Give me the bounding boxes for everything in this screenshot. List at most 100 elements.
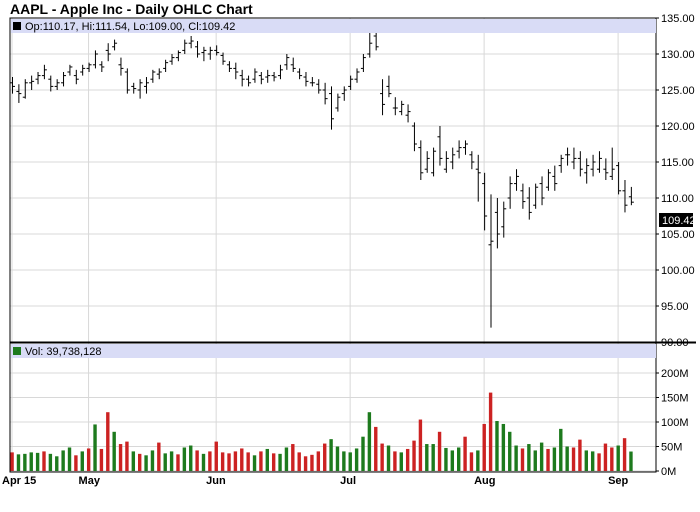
volume-bar <box>335 446 340 471</box>
volume-bar <box>629 451 633 471</box>
volume-bar <box>527 444 531 471</box>
volume-legend: Vol: 39,738,128 <box>11 344 656 358</box>
volume-bar <box>361 436 365 471</box>
volume-bar <box>514 445 518 471</box>
ohlc-bar <box>431 147 437 177</box>
ohlc-bar <box>265 69 271 83</box>
volume-bar <box>93 424 97 471</box>
volume-bars <box>10 392 633 471</box>
ohlc-bar <box>54 79 60 90</box>
ohlc-bar <box>195 41 201 58</box>
ohlc-bar <box>507 176 513 209</box>
ohlc-bar <box>539 176 545 206</box>
volume-bar <box>118 444 123 471</box>
ohlc-bar <box>520 183 526 209</box>
ohlc-bar <box>443 151 449 173</box>
last-price-box <box>659 213 693 227</box>
ohlc-bar <box>207 46 213 60</box>
ohlc-bar <box>418 140 424 180</box>
volume-bar <box>412 440 416 471</box>
ohlc-bar <box>226 61 232 72</box>
ohlc-bar <box>105 43 111 62</box>
volume-bar <box>539 442 544 471</box>
ohlc-bar <box>61 72 67 87</box>
volume-tick-label: 100M <box>661 417 689 429</box>
volume-tick-label: 200M <box>661 368 689 380</box>
ohlc-bar <box>609 147 615 180</box>
volume-legend-background <box>11 344 656 358</box>
ohlc-bar <box>348 75 354 90</box>
ohlc-bar <box>354 68 360 83</box>
volume-bar <box>463 436 467 471</box>
price-tick-label: 90.00 <box>661 337 689 349</box>
volume-bar <box>584 450 588 471</box>
volume-bar <box>259 451 263 471</box>
ohlc-bar <box>163 59 169 72</box>
volume-bar <box>125 441 129 471</box>
volume-bar <box>303 456 308 471</box>
volume-bar <box>495 421 499 471</box>
last-price-marker: 109.42 <box>659 213 696 227</box>
price-legend-text: Op:110.17, Hi:111.54, Lo:109.00, Cl:109.… <box>25 21 235 33</box>
price-tick-label: 130.00 <box>661 49 695 61</box>
volume-bar <box>23 453 27 471</box>
ohlc-bar <box>252 68 258 83</box>
chart-frame <box>9 17 696 473</box>
volume-bar <box>616 445 620 471</box>
volume-bar <box>246 452 250 471</box>
price-legend-swatch <box>13 22 21 30</box>
ohlc-bar <box>335 93 341 112</box>
volume-bar <box>520 448 525 471</box>
volume-bar <box>291 444 295 471</box>
date-tick-label: Apr 15 <box>2 475 36 487</box>
ohlc-bar <box>571 147 577 170</box>
price-tick-label: 135.00 <box>661 13 695 25</box>
ohlc-bar <box>526 187 532 220</box>
ohlc-bar <box>92 50 98 69</box>
volume-bar <box>559 428 563 471</box>
ohlc-bar <box>16 84 22 103</box>
ohlc-bar <box>156 68 162 80</box>
ohlc-bar <box>475 154 481 202</box>
volume-bar <box>80 451 84 471</box>
ohlc-bar <box>469 151 475 170</box>
volume-bar <box>323 443 327 471</box>
volume-bar <box>195 450 199 471</box>
price-axis: 135.00 130.00 125.00 120.00 115.00 110.00 105.… <box>656 13 695 349</box>
ohlc-bar <box>380 79 386 116</box>
ohlc-bar <box>271 72 277 82</box>
ohlc-bar <box>48 75 54 92</box>
volume-bar <box>176 454 180 471</box>
ohlc-bar <box>494 198 500 249</box>
ohlc-bar <box>309 77 315 87</box>
volume-bar <box>444 447 448 471</box>
ohlc-bar <box>360 54 366 72</box>
ohlc-bar <box>188 36 194 49</box>
ohlc-bar <box>150 69 156 83</box>
volume-bar <box>99 448 104 471</box>
volume-bar <box>590 451 595 471</box>
ohlc-bar <box>450 147 456 170</box>
volume-bar <box>610 447 614 471</box>
ohlc-bar <box>86 62 92 72</box>
ohlc-bar <box>214 45 220 56</box>
volume-bar <box>227 453 231 471</box>
ohlc-bar <box>239 69 245 87</box>
volume-tick-label: 150M <box>661 393 689 405</box>
volume-tick-label: 0M <box>661 466 676 478</box>
date-tick-label: Jun <box>206 475 226 487</box>
volume-bar <box>29 452 33 471</box>
price-tick-label: 100.00 <box>661 265 695 277</box>
ohlc-bar <box>80 64 86 76</box>
volume-bar <box>55 456 59 471</box>
ohlc-bar <box>482 172 488 231</box>
volume-bar <box>329 439 333 471</box>
ohlc-bar <box>386 75 392 98</box>
ohlc-bar <box>545 169 551 191</box>
last-price-label: 109.42 <box>662 215 696 227</box>
volume-bar <box>310 454 314 471</box>
volume-bar <box>67 447 72 471</box>
volume-bar <box>182 447 187 471</box>
volume-bar <box>16 454 21 471</box>
date-tick-label: Jul <box>340 475 356 487</box>
